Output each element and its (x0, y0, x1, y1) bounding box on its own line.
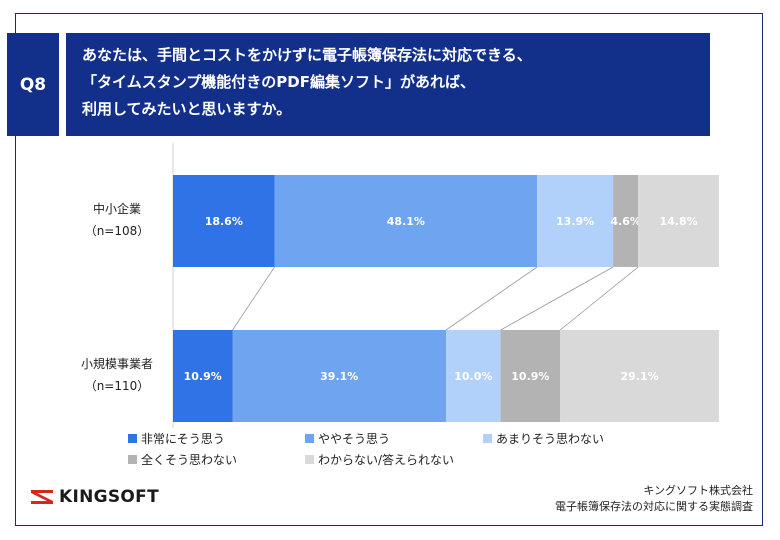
legend-label: 非常にそう思う (141, 432, 225, 446)
data-label: 39.1% (320, 370, 358, 383)
question-line-3: 利用してみたいと思いますか。 (82, 100, 292, 118)
series-connector (232, 266, 275, 331)
footer-survey: 電子帳簿保存法の対応に関する実態調査 (555, 500, 753, 513)
category-n-label: （n=110） (85, 379, 150, 393)
bar-segment (613, 175, 639, 267)
category-label: 中小企業 (93, 201, 141, 216)
legend-item: わからない/答えられない (305, 451, 454, 468)
bar-segment (173, 330, 233, 422)
slide-frame (15, 13, 763, 526)
question-line-1: あなたは、手間とコストをかけずに電子帳簿保存法に対応できる、 (82, 46, 532, 64)
series-connector (445, 266, 538, 331)
logo-text: KINGSOFT (59, 487, 159, 507)
legend-item: ややそう思う (305, 430, 390, 447)
data-label: 29.1% (620, 370, 658, 383)
question-text: あなたは、手間とコストをかけずに電子帳簿保存法に対応できる、 「タイムスタンプ機… (66, 33, 710, 136)
legend-swatch (128, 434, 137, 443)
bar-segment (500, 330, 561, 422)
legend-swatch (305, 455, 314, 464)
legend-item: 全くそう思わない (128, 451, 237, 468)
data-label: 10.9% (511, 370, 549, 383)
data-label: 4.6% (610, 215, 641, 228)
legend-label: ややそう思う (318, 432, 391, 446)
footer-source: キングソフト株式会社 電子帳簿保存法の対応に関する実態調査 (555, 483, 753, 515)
legend-item: あまりそう思わない (483, 430, 604, 447)
bar-segment (232, 330, 446, 422)
bar-segment (537, 175, 614, 267)
bar-segment (173, 175, 275, 267)
data-label: 13.9% (556, 215, 594, 228)
data-label: 10.0% (454, 370, 492, 383)
legend-label: あまりそう思わない (496, 432, 605, 446)
category-label: 小規模事業者 (81, 356, 153, 371)
legend-swatch (305, 434, 314, 443)
data-label: 14.8% (660, 215, 698, 228)
data-label: 48.1% (387, 215, 425, 228)
data-label: 18.6% (205, 215, 243, 228)
bar-segment (274, 175, 538, 267)
legend-label: わからない/答えられない (318, 453, 455, 467)
legend-swatch (128, 455, 137, 464)
kingsoft-logo-icon (31, 490, 53, 504)
legend-label: 全くそう思わない (141, 453, 238, 467)
bar-segment (560, 330, 719, 422)
footer-company: キングソフト株式会社 (643, 484, 753, 497)
bar-segment (638, 175, 719, 267)
category-n-label: （n=108） (85, 224, 150, 238)
stacked-bar-chart: 18.6% 48.1% 13.9% 4.6% 14.8% 中小企業 （n=108） 10.9%… (81, 143, 719, 428)
legend-swatch (483, 434, 492, 443)
data-label: 10.9% (184, 370, 222, 383)
series-connector (500, 266, 614, 331)
series-connector (559, 266, 639, 331)
question-badge: Q8 (7, 33, 59, 136)
legend-item: 非常にそう思う (128, 430, 225, 447)
question-line-2: 「タイムスタンプ機能付きのPDF編集ソフト」があれば、 (82, 73, 475, 91)
bar-segment (446, 330, 501, 422)
kingsoft-logo: KINGSOFT (29, 487, 159, 507)
